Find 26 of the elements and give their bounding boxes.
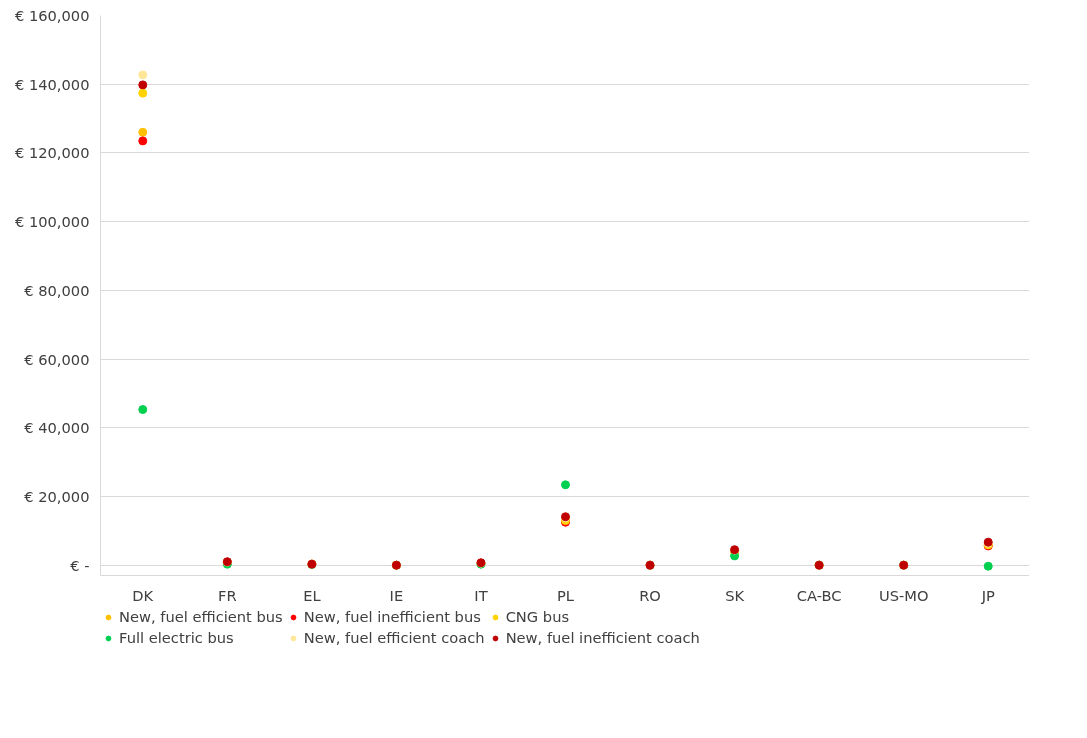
- x-tick-label: RO: [639, 586, 661, 604]
- x-tick-label: US-MO: [878, 586, 929, 604]
- x-tick-label: SK: [725, 586, 745, 604]
- y-tick-label: € 100,000: [14, 213, 90, 231]
- x-tick-label: IT: [474, 586, 488, 604]
- x-tick-label: CA-BC: [796, 586, 842, 604]
- x-tick-label: FR: [218, 586, 237, 604]
- y-tick-label: € 60,000: [24, 350, 90, 368]
- y-tick-label: € -: [70, 556, 90, 574]
- y-tick-label: € 20,000: [24, 487, 90, 505]
- y-tick-label: € 80,000: [24, 281, 90, 299]
- y-tick-label: € 160,000: [14, 7, 90, 24]
- legend-label: Full electric bus: [119, 629, 234, 646]
- legend-label: New, fuel efficient bus: [119, 608, 283, 625]
- y-tick-label: € 40,000: [24, 419, 90, 437]
- x-tick-label: IE: [389, 586, 404, 604]
- legend-label: New, fuel inefficient coach: [505, 629, 700, 646]
- x-tick-label: DK: [132, 586, 154, 604]
- x-tick-label: PL: [557, 586, 575, 604]
- y-tick-label: € 120,000: [14, 144, 90, 162]
- legend-label: New, fuel efficient coach: [303, 629, 485, 646]
- x-tick-label: EL: [303, 586, 322, 604]
- x-tick-label: JP: [980, 586, 995, 604]
- legend-label: CNG bus: [505, 608, 570, 625]
- y-tick-label: € 140,000: [14, 75, 90, 93]
- legend-label: New, fuel inefficient bus: [303, 608, 481, 625]
